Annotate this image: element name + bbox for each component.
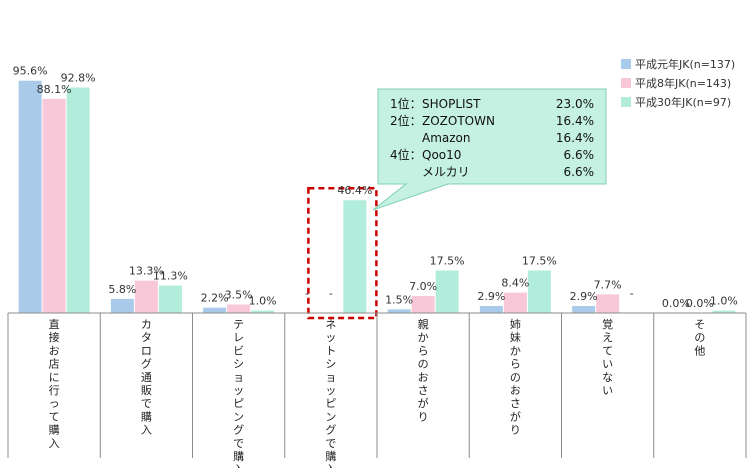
category-label-2: テレビショッピングで購入: [233, 318, 244, 468]
value-label-s2-c4: 17.5%: [430, 254, 465, 267]
value-labels-layer: 95.6% 5.8% 2.2% - 1.5% 2.9% 2.9% 0.0% 88.1% 13.3%…: [13, 65, 738, 310]
value-label-s2-c0: 92.8%: [61, 71, 96, 84]
legend-label-1: 平成8年JK(n=143): [635, 76, 731, 90]
value-label-s0-c5: 2.9%: [477, 290, 505, 303]
bar-s1-c5: [503, 292, 527, 313]
bar-s2-c7: [712, 310, 736, 313]
bar-s0-c6: [572, 305, 596, 313]
category-label-7: その他: [694, 318, 705, 357]
callout-rank-3: 4位：: [390, 147, 422, 162]
value-label-s2-c1: 11.3%: [153, 270, 188, 283]
value-label-s0-c0: 95.6%: [13, 65, 48, 78]
value-label-s0-c6: 2.9%: [570, 290, 598, 303]
bar-s1-c6: [596, 294, 620, 313]
callout-box: 1位： SHOPLIST 23.0% 2位： ZOZOTOWN 16.4% Amazon 16…: [372, 88, 607, 211]
bar-s1-c2: [227, 304, 251, 313]
legend-swatch-1: [621, 78, 631, 88]
category-label-0: 直接お店に行って購入: [49, 317, 60, 450]
value-label-s1-c2: 3.5%: [225, 288, 253, 301]
value-label-s0-c2: 2.2%: [201, 292, 229, 305]
value-label-s0-c7: 0.0%: [662, 297, 690, 310]
legend-swatch-0: [621, 59, 631, 69]
value-label-s1-c4: 7.0%: [409, 280, 437, 293]
legend-swatch-2: [621, 97, 631, 107]
callout-value-4: 6.6%: [564, 165, 595, 179]
callout-name-0: SHOPLIST: [422, 97, 481, 111]
bar-s1-c0: [42, 98, 66, 314]
category-label-3: ネットショッピングで購入: [325, 318, 336, 468]
legend-label-0: 平成元年JK(n=137): [635, 57, 735, 71]
value-label-s2-c3: 46.4%: [337, 184, 372, 197]
value-label-s1-c3: -: [329, 287, 333, 300]
callout-value-0: 23.0%: [556, 97, 594, 111]
value-label-s0-c3: -: [305, 287, 309, 300]
category-label-4: 親からのおさがり: [418, 318, 429, 423]
bar-s2-c3: [343, 200, 367, 313]
category-label-1: カタログ通販で購入: [141, 318, 152, 437]
category-label-5: 姉妹からのおさがり: [510, 317, 521, 437]
bar-s2-c1: [158, 285, 182, 313]
bar-s0-c5: [479, 305, 503, 313]
legend-label-2: 平成30年JK(n=97): [635, 95, 731, 109]
bar-s0-c1: [110, 298, 134, 313]
value-label-s1-c7: 0.0%: [686, 297, 714, 310]
callout-value-3: 6.6%: [564, 148, 595, 162]
callout-shape: [372, 88, 607, 211]
bar-s0-c2: [203, 307, 227, 313]
category-label-6: 覚えていない: [602, 318, 613, 397]
bar-s0-c0: [18, 80, 42, 313]
bar-s2-c0: [66, 87, 90, 313]
value-label-s1-c5: 8.4%: [501, 277, 529, 290]
value-label-s2-c2: 1.0%: [249, 295, 277, 308]
bar-s0-c4: [387, 309, 411, 313]
bar-s1-c1: [134, 280, 158, 313]
callout-value-1: 16.4%: [556, 114, 594, 128]
callout-rank-1: 2位：: [390, 113, 422, 128]
callout-name-2: Amazon: [422, 131, 471, 145]
legend: 平成元年JK(n=137) 平成8年JK(n=143) 平成30年JK(n=97): [621, 57, 735, 109]
callout-name-4: メルカリ: [422, 165, 470, 179]
callout-rank-0: 1位：: [390, 96, 422, 111]
bars-layer: [18, 80, 736, 320]
category-labels-layer: 直接お店に行って購入 カタログ通販で購入 テレビショッピングで購入 ネットショッピング…: [49, 317, 706, 468]
callout-value-2: 16.4%: [556, 131, 594, 145]
callout-name-1: ZOZOTOWN: [422, 114, 495, 128]
bar-s1-c4: [411, 295, 435, 313]
bar-s2-c2: [251, 310, 275, 313]
value-label-s0-c4: 1.5%: [385, 293, 413, 306]
value-label-s1-c0: 88.1%: [37, 83, 72, 96]
value-label-s2-c6: -: [630, 287, 634, 300]
value-label-s1-c1: 13.3%: [129, 265, 164, 278]
callout-name-3: Qoo10: [422, 148, 461, 162]
highlight-box: [307, 186, 378, 320]
x-axis: [7, 312, 747, 458]
value-label-s1-c6: 7.7%: [594, 278, 622, 291]
value-label-s2-c5: 17.5%: [522, 254, 557, 267]
value-label-s0-c1: 5.8%: [108, 283, 136, 296]
bar-s2-c4: [435, 270, 459, 313]
bar-s2-c5: [527, 270, 551, 313]
value-label-s2-c7: 1.0%: [710, 295, 738, 308]
